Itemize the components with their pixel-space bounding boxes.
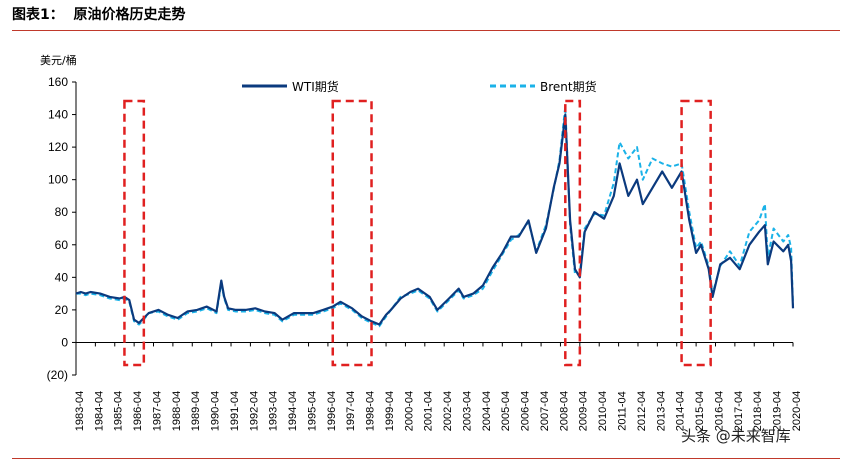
bottom-divider (12, 458, 840, 459)
x-tick-label: 2010-04 (597, 391, 609, 431)
x-tick-label: 2008-04 (558, 391, 570, 431)
y-tick-label: 80 (55, 205, 69, 219)
x-tick-label: 1984-04 (93, 391, 105, 431)
x-tick-label: 2000-04 (403, 391, 415, 431)
x-tick-label: 1994-04 (287, 391, 299, 431)
y-tick-label: 40 (55, 270, 69, 284)
y-tick-label: 120 (48, 140, 68, 154)
x-tick-label: 2012-04 (636, 391, 648, 431)
x-tick-label: 2019-04 (772, 391, 784, 431)
legend-wti-label: WTI期货 (292, 79, 339, 94)
x-tick-label: 1986-04 (132, 391, 144, 431)
x-tick-label: 1983-04 (74, 391, 86, 431)
x-tick-label: 2016-04 (713, 391, 725, 431)
highlight-period-box (564, 99, 582, 367)
x-tick-label: 2017-04 (733, 391, 745, 431)
x-tick-label: 1988-04 (171, 391, 183, 431)
y-tick-label: 0 (61, 335, 68, 349)
highlight-period-box (331, 99, 373, 367)
y-tick-label: (20) (47, 368, 68, 382)
series-layer (75, 105, 795, 328)
highlight-period-box (123, 99, 146, 367)
x-tick-label: 2007-04 (539, 391, 551, 431)
x-tick-label: 2003-04 (461, 391, 473, 431)
x-tick-label: 2005-04 (500, 391, 512, 431)
y-tick-label: 160 (48, 75, 68, 89)
x-tick-label: 2009-04 (578, 391, 590, 431)
x-tick-label: 1992-04 (248, 391, 260, 431)
watermark: 头条 @未来智库 (681, 427, 791, 445)
highlight-layer (123, 99, 712, 367)
y-axis-unit-label: 美元/桶 (40, 53, 77, 67)
x-tick-label: 2006-04 (520, 391, 532, 431)
x-tick-label: 2020-04 (791, 391, 803, 431)
x-tick-label: 2018-04 (752, 391, 764, 431)
x-tick-label: 1991-04 (229, 391, 241, 431)
wti-series-line (75, 113, 795, 326)
x-tick-label: 1987-04 (151, 391, 163, 431)
legend: WTI期货 Brent期货 (242, 79, 597, 94)
x-tick-label: 1989-04 (190, 391, 202, 431)
x-tick-label: 2011-04 (617, 391, 629, 431)
y-tick-label: 60 (55, 238, 69, 252)
chart-title: 图表1： 原油价格历史走势 (12, 7, 186, 23)
x-tick-label: 1993-04 (268, 391, 280, 431)
y-tick-label: 20 (55, 303, 69, 317)
x-tick-label: 1999-04 (384, 391, 396, 431)
x-tick-label: 1985-04 (113, 391, 125, 431)
x-tick-label: 2013-04 (655, 391, 667, 431)
x-axis: 1983-04 1984-04 1985-04 1986-04 1987-04 1988-… (74, 341, 803, 431)
title-divider (12, 30, 840, 31)
x-tick-label: 2001-04 (423, 391, 435, 431)
x-tick-label: 1990-04 (210, 391, 222, 431)
brent-series-line (76, 105, 794, 328)
x-tick-label: 2002-04 (442, 391, 454, 431)
y-tick-label: 140 (48, 108, 68, 122)
y-tick-label: 100 (48, 173, 68, 187)
y-axis: 160 140 120 100 80 60 40 20 0 (20) (47, 75, 77, 382)
legend-brent-label: Brent期货 (540, 79, 597, 94)
highlight-period-box (680, 99, 712, 367)
x-tick-label: 1998-04 (365, 391, 377, 431)
x-tick-label: 1997-04 (345, 391, 357, 431)
x-tick-label: 1996-04 (326, 391, 338, 431)
x-tick-label: 2004-04 (481, 391, 493, 431)
x-tick-label: 2015-04 (694, 391, 706, 431)
x-tick-label: 2014-04 (675, 391, 687, 431)
x-tick-label: 1995-04 (306, 391, 318, 431)
